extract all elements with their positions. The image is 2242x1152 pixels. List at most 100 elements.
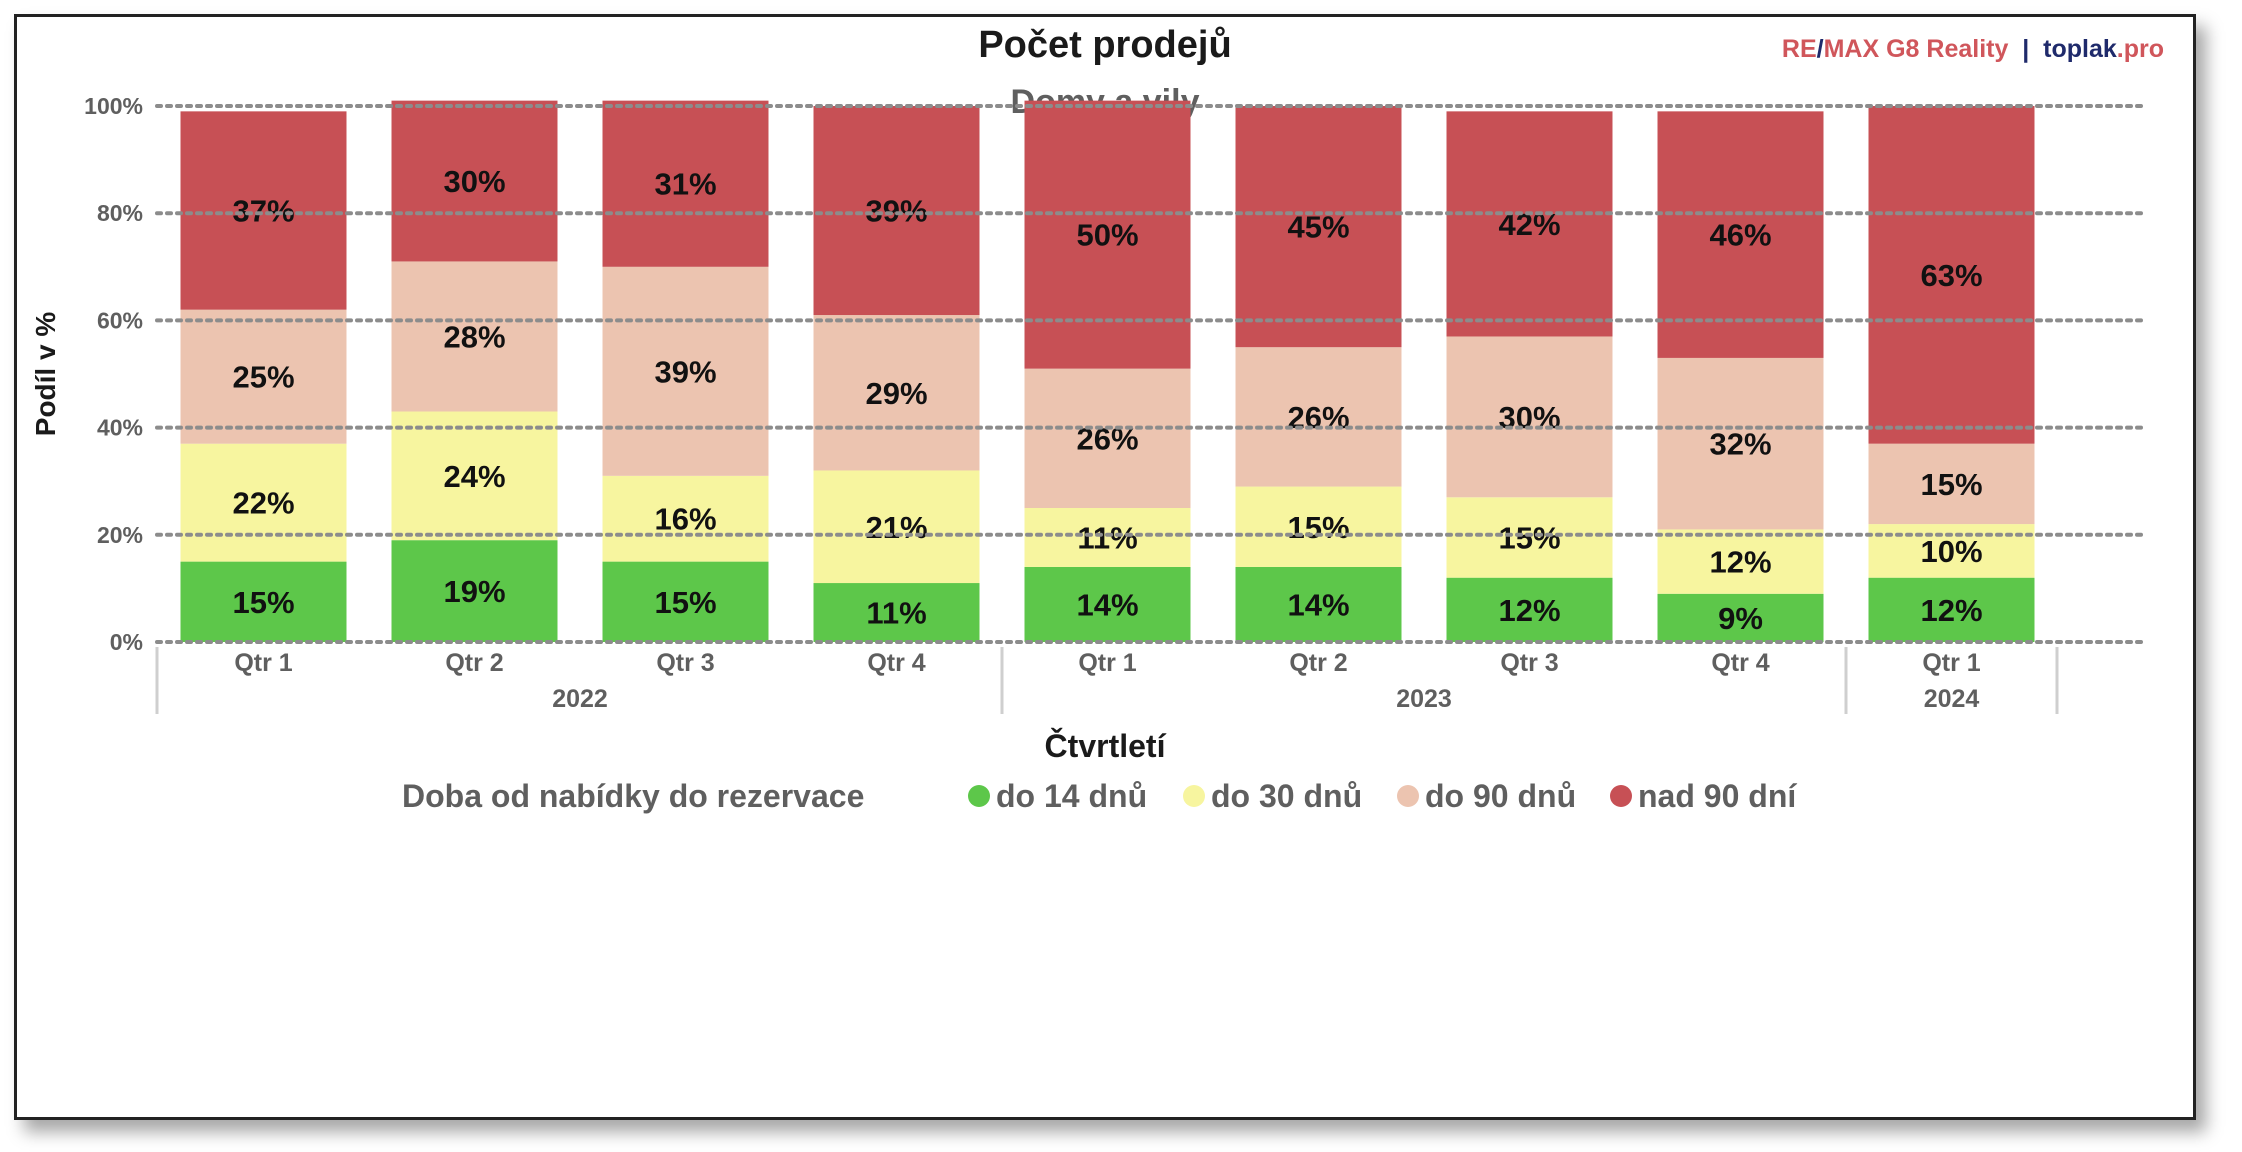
legend-marker <box>968 785 990 807</box>
bar-segment <box>602 266 769 476</box>
y-tick-label: 60% <box>97 307 143 333</box>
x-tick-label: Qtr 2 <box>1289 649 1347 677</box>
bar-segment <box>180 111 347 310</box>
data-label: 24% <box>443 459 505 494</box>
x-tick-label: Qtr 1 <box>1922 649 1980 677</box>
x-tick-label: Qtr 3 <box>656 649 714 677</box>
bar-segment <box>1446 336 1613 498</box>
bar-segment <box>1024 508 1191 567</box>
y-axis-label: Podíl v % <box>30 312 61 437</box>
legend-marker <box>1397 785 1419 807</box>
data-label: 39% <box>654 354 716 389</box>
bar-segment <box>1446 111 1613 337</box>
x-tick-label: Qtr 3 <box>1500 649 1558 677</box>
data-label: 15% <box>654 585 716 620</box>
brand-part3: toplak <box>2043 35 2117 63</box>
legend-item-label: do 90 dnů <box>1425 778 1576 814</box>
legend-item-label: nad 90 dní <box>1638 778 1797 814</box>
data-label: 45% <box>1287 210 1349 245</box>
data-label: 63% <box>1920 258 1982 293</box>
data-label: 21% <box>865 510 927 545</box>
data-label: 15% <box>1920 467 1982 502</box>
legend-marker <box>1610 785 1632 807</box>
data-label: 39% <box>865 194 927 229</box>
data-label: 25% <box>232 360 294 395</box>
bar-segment <box>1235 106 1402 348</box>
bar-segment <box>180 561 347 642</box>
bar-segment <box>1235 347 1402 487</box>
data-label: 46% <box>1709 218 1771 253</box>
bar-segment <box>1235 486 1402 567</box>
bar-segment <box>391 261 558 412</box>
data-label: 14% <box>1287 587 1349 622</box>
data-label: 28% <box>443 319 505 354</box>
data-label: 15% <box>232 585 294 620</box>
legend-title: Doba od nabídky do rezervace <box>402 778 864 814</box>
data-label: 9% <box>1718 601 1763 636</box>
data-label: 30% <box>1498 400 1560 435</box>
bar-segment <box>180 309 347 444</box>
brand-slash: / <box>1817 35 1824 63</box>
bar-segment <box>1446 497 1613 578</box>
stacked-bar-chart: Počet prodejůDomy a vilyRE/MAX G8 Realit… <box>30 24 2164 814</box>
y-tick-label: 100% <box>84 93 143 119</box>
bar-segment <box>1657 111 1824 358</box>
x-group-label: 2024 <box>1924 685 1980 713</box>
bar-segment <box>1657 357 1824 530</box>
data-label: 12% <box>1920 593 1982 628</box>
x-tick-label: Qtr 1 <box>234 649 292 677</box>
bar-segment <box>1868 106 2035 444</box>
legend-item-label: do 30 dnů <box>1211 778 1362 814</box>
data-label: 10% <box>1920 534 1982 569</box>
bar-segment <box>1024 566 1191 642</box>
chart-title: Počet prodejů <box>978 24 1231 66</box>
y-tick-label: 20% <box>97 522 143 548</box>
brand-separator: | <box>2008 35 2043 63</box>
data-label: 16% <box>654 502 716 537</box>
data-label: 31% <box>654 167 716 202</box>
bar-segment <box>813 583 980 642</box>
x-tick-label: Qtr 4 <box>1711 649 1769 677</box>
data-label: 50% <box>1076 218 1138 253</box>
bar-segment <box>602 561 769 642</box>
y-tick-label: 40% <box>97 415 143 441</box>
data-label: 30% <box>443 164 505 199</box>
data-label: 12% <box>1498 593 1560 628</box>
data-label: 15% <box>1287 510 1349 545</box>
x-group-label: 2022 <box>552 685 608 713</box>
brand-logo-text: RE/MAX G8 Reality | toplak.pro <box>1782 35 2164 63</box>
legend-item-label: do 14 dnů <box>996 778 1147 814</box>
y-tick-label: 0% <box>110 629 143 655</box>
x-tick-label: Qtr 4 <box>867 649 925 677</box>
bar-segment <box>1235 566 1402 642</box>
legend-marker <box>1183 785 1205 807</box>
bar-segment <box>391 411 558 541</box>
data-label: 32% <box>1709 427 1771 462</box>
bar-segment <box>1657 529 1824 594</box>
bar-segment <box>1446 577 1613 642</box>
data-label: 22% <box>232 486 294 521</box>
bar-segment <box>391 100 558 262</box>
bar-segment <box>1868 443 2035 525</box>
bar-segment <box>813 470 980 584</box>
data-label: 19% <box>443 574 505 609</box>
bar-segment <box>813 106 980 316</box>
bar-segment <box>391 540 558 642</box>
bar-segment <box>813 315 980 471</box>
bar-segment <box>1657 593 1824 642</box>
bar-segment <box>602 100 769 267</box>
data-label: 26% <box>1287 400 1349 435</box>
x-tick-label: Qtr 1 <box>1078 649 1136 677</box>
brand-part2: MAX G8 Reality <box>1824 35 2009 63</box>
data-label: 37% <box>232 194 294 229</box>
brand-part1: RE <box>1782 35 1817 63</box>
data-label: 29% <box>865 376 927 411</box>
data-label: 12% <box>1709 545 1771 580</box>
y-tick-label: 80% <box>97 200 143 226</box>
data-label: 11% <box>1077 520 1137 555</box>
bar-segment <box>1024 368 1191 508</box>
bar-segment <box>1024 100 1191 369</box>
chart-frame: Počet prodejůDomy a vilyRE/MAX G8 Realit… <box>14 14 2196 1120</box>
x-group-label: 2023 <box>1396 685 1452 713</box>
x-tick-label: Qtr 2 <box>445 649 503 677</box>
